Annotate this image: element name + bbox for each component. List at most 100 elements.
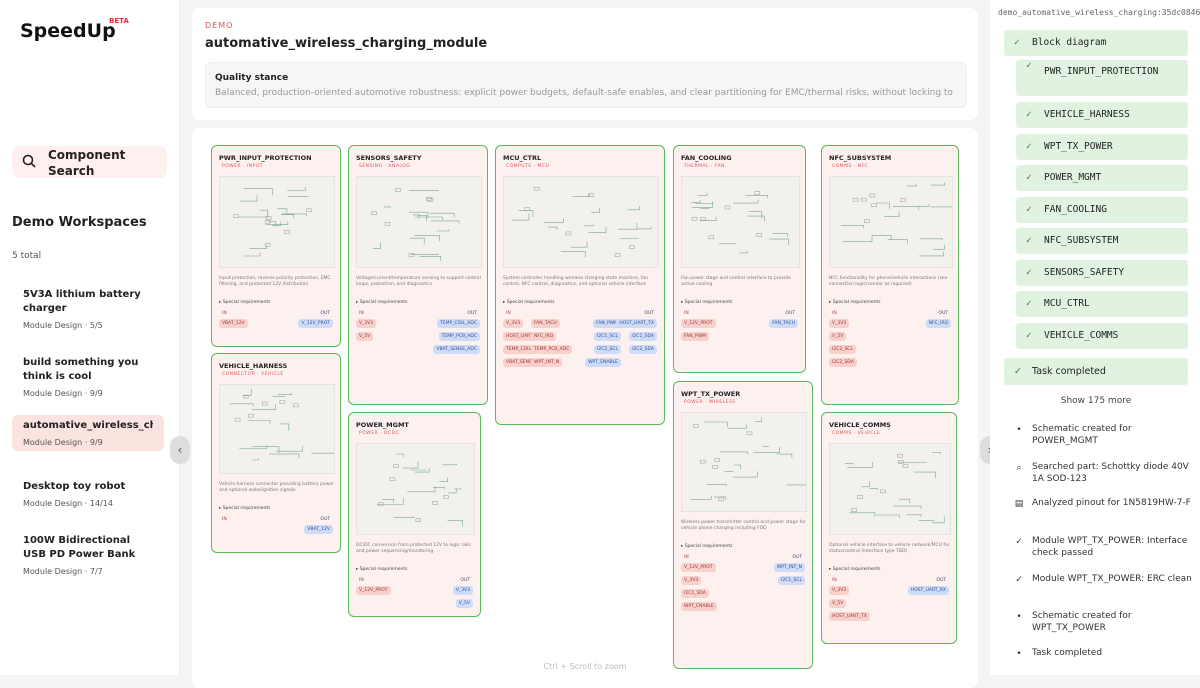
checklist-item-text: MCU_CTRL xyxy=(1044,298,1090,309)
input-port: V_5V xyxy=(829,599,847,608)
input-port: WPT_ENABLE xyxy=(681,602,717,611)
special-requirements[interactable]: ▸ Special requirements xyxy=(681,544,733,549)
output-port: I2C1_SDA xyxy=(629,332,657,341)
out-label: OUT xyxy=(936,578,946,583)
block-tag: CONNECTOR · VEHICLE xyxy=(222,372,284,377)
workspace-title: automative_wireless_charg xyxy=(23,420,153,431)
schematic-lines xyxy=(512,186,652,258)
block-card[interactable]: PWR_INPUT_PROTECTION POWER · INPUT Input p… xyxy=(211,145,341,347)
input-port: FAN_TACH xyxy=(531,319,560,328)
workspace-title: Desktop toy robot xyxy=(23,481,126,492)
demo-label: DEMO xyxy=(205,21,234,30)
input-port: VBAT_12V xyxy=(219,319,248,328)
block-card[interactable]: SENSORS_SAFETY SENSING · ANALOG Voltage/cu… xyxy=(348,145,488,405)
special-requirements[interactable]: ▸ Special requirements xyxy=(829,567,881,572)
component-search[interactable]: Component Search xyxy=(12,146,167,178)
workspace-item[interactable]: 5V3A lithium battery charger Module Desig… xyxy=(12,284,164,334)
block-canvas[interactable]: Ctrl + Scroll to zoom PWR_INPUT_PROTECTI… xyxy=(192,128,978,688)
workspace-item[interactable]: build something you think is cool Module … xyxy=(12,352,164,402)
block-card[interactable]: NFC_SUBSYSTEM COMMS · NFC NFC functionalit… xyxy=(821,145,959,405)
block-card[interactable]: VEHICLE_COMMS COMMS · VEHICLE Optional veh… xyxy=(821,412,957,644)
input-port: VBAT_SENSE_ADC xyxy=(503,358,550,367)
checklist-item: WPT_TX_POWER xyxy=(1016,134,1188,160)
log-icon: ▤ xyxy=(1014,499,1024,509)
special-requirements[interactable]: ▸ Special requirements xyxy=(356,567,408,572)
special-requirements[interactable]: ▸ Special requirements xyxy=(503,300,555,305)
block-name: POWER_MGMT xyxy=(356,421,409,429)
special-requirements[interactable]: ▸ Special requirements xyxy=(829,300,881,305)
block-tag: POWER · WIRELESS xyxy=(684,400,736,405)
checklist-item-text: WPT_TX_POWER xyxy=(1044,141,1113,152)
brand[interactable]: SpeedUp xyxy=(20,20,116,42)
block-tag: SENSING · ANALOG xyxy=(359,164,411,169)
search-icon xyxy=(22,154,36,168)
input-port: TEMP_PCB_ADC xyxy=(531,345,573,354)
output-port: VBAT_12V xyxy=(304,525,333,534)
log-icon: ✓ xyxy=(1015,575,1023,585)
special-requirements[interactable]: ▸ Special requirements xyxy=(681,300,733,305)
input-port: V_3V3 xyxy=(681,576,702,585)
out-label: OUT xyxy=(644,311,654,316)
block-card[interactable]: WPT_TX_POWER POWER · WIRELESS Wireless pow… xyxy=(673,381,813,669)
block-name: NFC_SUBSYSTEM xyxy=(829,154,892,162)
log-icon: • xyxy=(1016,612,1022,622)
block-name: PWR_INPUT_PROTECTION xyxy=(219,154,312,162)
checklist-item: SENSORS_SAFETY xyxy=(1016,260,1188,286)
block-description: Voltage/current/temperature sensing to s… xyxy=(356,276,481,287)
quality-text: Balanced, production-oriented automotive… xyxy=(215,88,953,98)
block-card[interactable]: FAN_COOLING THERMAL · FAN Fan power stage … xyxy=(673,145,806,373)
workspace-subtitle: Module Design · 5/5 xyxy=(23,321,103,330)
workspace-title: 5V3A lithium battery charger xyxy=(23,289,141,314)
block-name: VEHICLE_COMMS xyxy=(829,421,891,429)
workspace-item[interactable]: automative_wireless_charg Module Design ·… xyxy=(12,415,164,451)
task-completed-text: Task completed xyxy=(1032,366,1106,377)
output-port: I2C1_SCL xyxy=(778,576,805,585)
input-port: FAN_PWM xyxy=(681,332,709,341)
in-label: IN xyxy=(684,311,689,316)
output-port: VBAT_SENSE_ADC xyxy=(433,345,480,354)
input-port: HOST_UART_TX xyxy=(829,612,870,621)
block-name: SENSORS_SAFETY xyxy=(356,154,422,162)
special-requirements[interactable]: ▸ Special requirements xyxy=(219,300,271,305)
log-text: Searched part: Schottky diode 40V 1A SOD… xyxy=(1032,462,1189,484)
block-name: WPT_TX_POWER xyxy=(681,390,741,398)
collapse-left[interactable]: ‹ xyxy=(170,436,190,464)
block-tag: POWER · DCDC xyxy=(359,431,400,436)
output-port: I2C1_SCL xyxy=(594,332,621,341)
workspace-item[interactable]: Desktop toy robot Module Design · 14/14 xyxy=(12,476,164,512)
schematic-lines xyxy=(691,191,789,254)
schematic-thumbnail xyxy=(681,412,812,512)
schematic-lines xyxy=(230,388,336,461)
block-card[interactable]: POWER_MGMT POWER · DCDC DC/DC conversion f… xyxy=(348,412,481,617)
input-port: I2C2_SDA xyxy=(829,358,857,367)
log-entry: • Schematic created for POWER_MGMT xyxy=(1016,423,1192,447)
input-port: V_3V3 xyxy=(503,319,524,328)
output-port: WPT_ENABLE xyxy=(585,358,621,367)
input-port: V_3V3 xyxy=(829,586,850,595)
schematic-thumbnail xyxy=(356,443,475,535)
checklist-header: Block diagram xyxy=(1004,30,1188,56)
workspace-subtitle: Module Design · 14/14 xyxy=(23,499,113,508)
output-port: FAN_TACH xyxy=(769,319,798,328)
block-card[interactable]: MCU_CTRL COMPUTE · MCU System controller h… xyxy=(495,145,665,425)
input-port: TEMP_COIL_ADC xyxy=(503,345,546,354)
input-port: NFC_IRQ xyxy=(531,332,557,341)
workspace-subtitle: Module Design · 9/9 xyxy=(23,389,103,398)
input-port: V_12V_PROT xyxy=(356,586,391,595)
workspace-item[interactable]: 100W Bidirectional USB PD Power Bank Modu… xyxy=(12,530,164,580)
show-more[interactable]: Show 175 more xyxy=(1060,396,1132,406)
output-port: V_5V xyxy=(455,599,473,608)
checklist-item: NFC_SUBSYSTEM xyxy=(1016,228,1188,254)
output-port: TEMP_PCB_ADC xyxy=(438,332,480,341)
special-requirements[interactable]: ▸ Special requirements xyxy=(219,506,271,511)
input-port: V_12V_PROT xyxy=(681,319,716,328)
schematic-thumbnail xyxy=(503,176,659,268)
special-requirements[interactable]: ▸ Special requirements xyxy=(356,300,408,305)
out-label: OUT xyxy=(785,311,795,316)
block-card[interactable]: VEHICLE_HARNESS CONNECTOR · VEHICLE Vehicl… xyxy=(211,353,341,553)
sidebar: SpeedUp BETA Component Search Demo Works… xyxy=(0,0,180,675)
project-title: automative_wireless_charging_module xyxy=(205,36,488,51)
log-entry: ✓ Module WPT_TX_POWER: Interface check pa… xyxy=(1015,535,1192,559)
checklist-item-text: VEHICLE_COMMS xyxy=(1044,330,1119,341)
block-description: DC/DC conversion from protected 12V to l… xyxy=(356,543,471,554)
